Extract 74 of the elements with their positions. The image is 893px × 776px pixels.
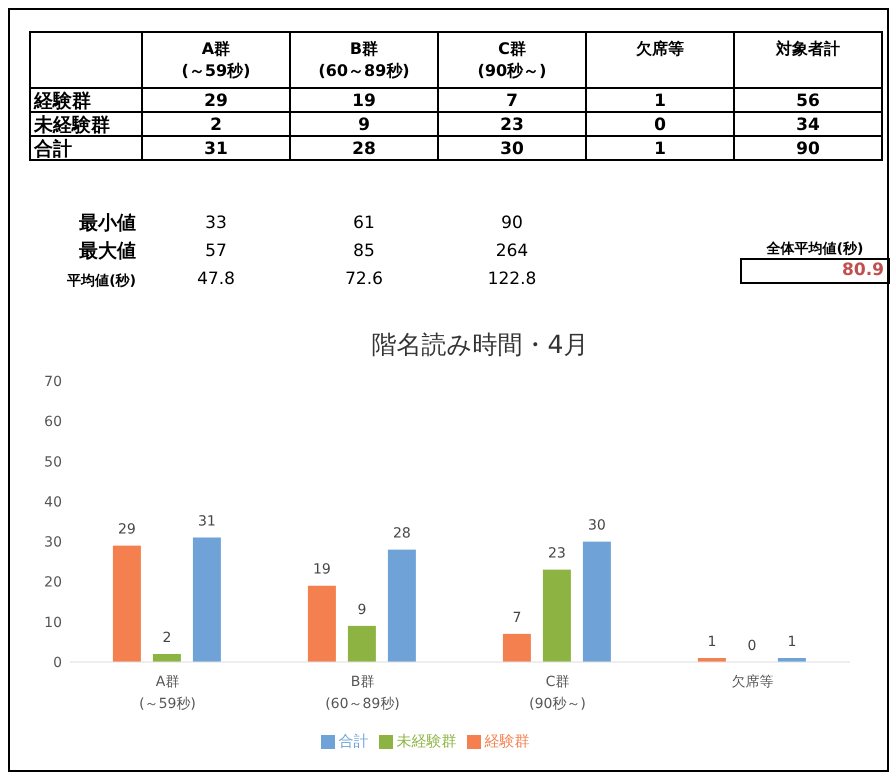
y-tick-label: 最大値 xyxy=(78,240,136,262)
y-tick-label: 20 xyxy=(44,574,62,591)
data-label: 31 xyxy=(204,139,228,159)
data-label: 57 xyxy=(205,241,227,261)
data-label: 7 xyxy=(506,91,518,111)
bar xyxy=(152,654,181,662)
bar xyxy=(388,550,416,662)
bar xyxy=(542,570,571,662)
x-tick-label: 欠席等 xyxy=(732,674,774,690)
x-tick-label: C群 (90秒～) xyxy=(478,39,546,80)
data-label: 80.9 xyxy=(740,258,890,284)
data-label: 28 xyxy=(352,139,376,159)
data-label: 30 xyxy=(588,518,606,534)
bar xyxy=(308,586,336,662)
data-label: 34 xyxy=(796,115,820,135)
data-label: 1 xyxy=(707,634,716,650)
legend-label: 合計 xyxy=(338,732,368,750)
legend-label: 経験群 xyxy=(484,732,530,750)
data-label: 29 xyxy=(204,91,228,111)
y-tick-label: 50 xyxy=(44,454,62,470)
data-label: 30 xyxy=(500,139,524,159)
bar xyxy=(348,626,376,662)
data-label: 1 xyxy=(654,139,666,159)
data-label: 31 xyxy=(198,514,216,530)
y-tick-label: 合計 xyxy=(33,138,72,160)
y-tick-label: 平均値(秒) xyxy=(66,273,136,289)
y-tick-label: 0 xyxy=(53,654,62,671)
data-label: 72.6 xyxy=(345,269,383,289)
x-tick-label: A群 (～59秒) xyxy=(139,674,196,712)
y-tick-label: 経験群 xyxy=(33,90,91,112)
data-label: 9 xyxy=(357,602,366,618)
y-tick-label: 70 xyxy=(44,374,62,390)
y-tick-label: 40 xyxy=(44,494,62,510)
y-tick-label: 最小値 xyxy=(78,212,136,234)
x-tick-label: C群 (90秒～) xyxy=(529,674,586,712)
data-label: 90 xyxy=(796,139,820,159)
chart-title: 階名読み時間・4月 xyxy=(370,329,590,361)
data-label: 122.8 xyxy=(488,269,536,289)
data-label: 85 xyxy=(353,241,375,261)
data-label: 23 xyxy=(548,546,566,562)
y-tick-label: 30 xyxy=(44,534,62,551)
data-label: 23 xyxy=(500,115,524,135)
data-label: 7 xyxy=(512,610,522,626)
data-label: 90 xyxy=(501,213,523,233)
bar xyxy=(112,546,141,662)
data-label: 19 xyxy=(312,562,331,578)
data-label: 28 xyxy=(392,526,411,542)
data-label: 1 xyxy=(654,91,666,111)
data-label: 0 xyxy=(747,638,756,654)
data-label: 1 xyxy=(787,634,796,650)
x-tick-label: A群 (～59秒) xyxy=(182,39,250,80)
data-label: 61 xyxy=(353,213,375,233)
bar xyxy=(192,538,221,662)
x-tick-label: B群 (60～89秒) xyxy=(325,674,400,712)
data-label: 29 xyxy=(118,522,136,538)
data-label: 56 xyxy=(796,91,820,111)
y-tick-label: 未経験群 xyxy=(33,114,110,136)
data-label: 264 xyxy=(496,241,528,261)
data-label: 2 xyxy=(162,630,172,646)
data-label: 9 xyxy=(358,115,370,135)
data-label: 19 xyxy=(352,91,376,111)
bar xyxy=(502,634,531,662)
y-tick-label: 10 xyxy=(44,614,62,631)
text: 全体平均値(秒) xyxy=(766,240,864,258)
x-tick-label: 欠席等 xyxy=(635,39,684,58)
data-label: 0 xyxy=(654,115,666,135)
data-label: 33 xyxy=(205,213,227,233)
data-label: 47.8 xyxy=(197,269,235,289)
x-tick-label: B群 (60～89秒) xyxy=(318,39,410,80)
y-tick-label: 60 xyxy=(44,414,62,430)
legend-label: 未経験群 xyxy=(396,732,456,750)
bar xyxy=(582,542,611,662)
x-tick-label: 対象者計 xyxy=(775,39,840,58)
data-label: 2 xyxy=(210,115,222,135)
